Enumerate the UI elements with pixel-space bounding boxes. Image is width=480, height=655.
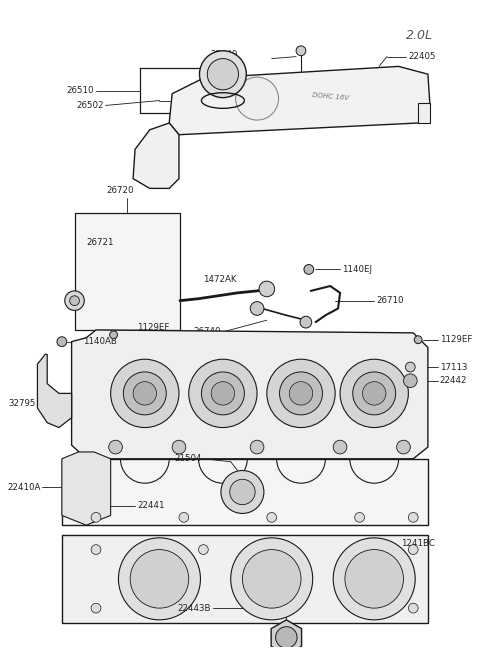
Circle shape bbox=[300, 316, 312, 328]
Circle shape bbox=[408, 512, 418, 522]
Circle shape bbox=[189, 359, 257, 428]
Text: DOHC 16V: DOHC 16V bbox=[312, 92, 349, 102]
Circle shape bbox=[242, 550, 301, 608]
Text: 1140EJ: 1140EJ bbox=[342, 265, 372, 274]
Circle shape bbox=[333, 538, 415, 620]
Circle shape bbox=[199, 545, 208, 554]
Bar bbox=[62, 535, 428, 623]
Polygon shape bbox=[418, 103, 430, 123]
Text: 2.0L: 2.0L bbox=[406, 29, 433, 43]
Circle shape bbox=[267, 512, 276, 522]
Circle shape bbox=[345, 550, 404, 608]
Circle shape bbox=[267, 359, 335, 428]
Circle shape bbox=[279, 372, 323, 415]
Circle shape bbox=[231, 538, 312, 620]
Text: 21504: 21504 bbox=[174, 455, 202, 463]
Circle shape bbox=[304, 265, 314, 274]
Text: 1129EF: 1129EF bbox=[137, 322, 169, 331]
Polygon shape bbox=[133, 123, 179, 189]
Bar bbox=[74, 213, 180, 330]
Circle shape bbox=[123, 372, 166, 415]
Circle shape bbox=[108, 440, 122, 454]
Circle shape bbox=[250, 302, 264, 315]
Text: 26710: 26710 bbox=[376, 296, 404, 305]
Circle shape bbox=[250, 440, 264, 454]
Circle shape bbox=[259, 281, 275, 297]
Circle shape bbox=[355, 512, 364, 522]
Circle shape bbox=[70, 296, 79, 305]
Text: 32795: 32795 bbox=[8, 399, 36, 407]
Circle shape bbox=[200, 51, 246, 98]
Text: 22410A: 22410A bbox=[7, 483, 40, 492]
Text: 26721: 26721 bbox=[86, 238, 114, 246]
Circle shape bbox=[408, 603, 418, 613]
Circle shape bbox=[406, 362, 415, 372]
Circle shape bbox=[362, 382, 386, 405]
Circle shape bbox=[221, 470, 264, 514]
Circle shape bbox=[65, 291, 84, 310]
Text: 1241BC: 1241BC bbox=[400, 538, 434, 548]
Circle shape bbox=[172, 440, 186, 454]
Text: 22442: 22442 bbox=[440, 376, 467, 385]
Circle shape bbox=[236, 77, 278, 120]
Circle shape bbox=[340, 359, 408, 428]
Circle shape bbox=[202, 372, 244, 415]
Text: 26740: 26740 bbox=[193, 328, 221, 337]
Circle shape bbox=[296, 46, 306, 56]
Circle shape bbox=[230, 479, 255, 504]
Polygon shape bbox=[62, 458, 428, 525]
Circle shape bbox=[133, 382, 156, 405]
Circle shape bbox=[333, 440, 347, 454]
Circle shape bbox=[414, 336, 422, 344]
Circle shape bbox=[111, 359, 179, 428]
Text: 1129EF: 1129EF bbox=[440, 335, 472, 344]
Text: 26510: 26510 bbox=[67, 86, 94, 95]
Text: 1472AK: 1472AK bbox=[204, 274, 237, 284]
Polygon shape bbox=[169, 66, 430, 135]
Polygon shape bbox=[271, 620, 301, 655]
Circle shape bbox=[207, 58, 239, 90]
Circle shape bbox=[130, 550, 189, 608]
Polygon shape bbox=[62, 452, 111, 525]
Text: 26720: 26720 bbox=[107, 186, 134, 195]
Text: 22449: 22449 bbox=[210, 50, 238, 59]
Circle shape bbox=[353, 372, 396, 415]
Circle shape bbox=[404, 374, 417, 388]
Text: 1140AB: 1140AB bbox=[84, 337, 117, 346]
Circle shape bbox=[179, 512, 189, 522]
Circle shape bbox=[289, 382, 312, 405]
Text: 22443B: 22443B bbox=[178, 604, 211, 612]
Circle shape bbox=[91, 512, 101, 522]
Circle shape bbox=[408, 545, 418, 554]
Circle shape bbox=[91, 603, 101, 613]
Text: 22405: 22405 bbox=[408, 52, 436, 61]
Circle shape bbox=[109, 331, 118, 339]
Circle shape bbox=[119, 538, 201, 620]
Circle shape bbox=[211, 382, 235, 405]
Circle shape bbox=[396, 440, 410, 454]
Text: 17113: 17113 bbox=[440, 362, 467, 371]
Text: 22441: 22441 bbox=[137, 501, 165, 510]
Polygon shape bbox=[72, 330, 428, 458]
Circle shape bbox=[91, 545, 101, 554]
Circle shape bbox=[57, 337, 67, 346]
Text: H: H bbox=[252, 94, 262, 103]
Text: 26502: 26502 bbox=[76, 101, 104, 110]
Polygon shape bbox=[37, 354, 72, 428]
Circle shape bbox=[276, 627, 297, 648]
